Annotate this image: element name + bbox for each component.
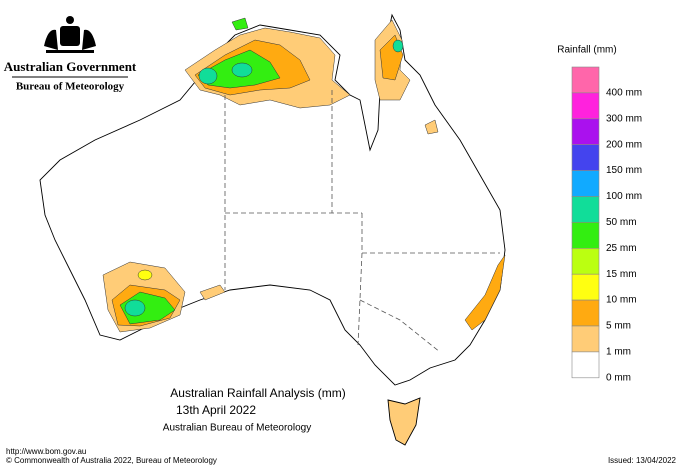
legend-swatch	[571, 170, 600, 197]
legend-swatch	[571, 248, 600, 275]
legend-swatch	[571, 118, 600, 146]
state-borders	[224, 90, 500, 353]
copyright: © Commonwealth of Australia 2022, Bureau…	[6, 456, 217, 465]
legend-swatch	[571, 222, 600, 249]
legend-swatch	[571, 325, 600, 353]
legend-label: 25 mm	[606, 243, 637, 254]
legend-swatch	[571, 144, 600, 171]
issued: Issued: 13/04/2022	[608, 456, 677, 465]
legend-label: 100 mm	[606, 191, 642, 202]
legend-label: 1 mm	[606, 347, 631, 358]
legend-title: Rainfall (mm)	[557, 45, 616, 56]
title: Australian Rainfall Analysis (mm)	[170, 386, 345, 400]
legend-label: 300 mm	[606, 113, 642, 124]
legend-label: 0 mm	[606, 372, 631, 383]
agency-name: Bureau of Meteorology	[16, 81, 125, 93]
legend-label: 5 mm	[606, 321, 631, 332]
legend-swatch	[571, 196, 600, 223]
rainfall-patches	[102, 17, 506, 333]
tasmania	[387, 397, 421, 446]
legend-label: 50 mm	[606, 217, 637, 228]
government-name: Australian Government	[4, 59, 137, 74]
legend-label: 10 mm	[606, 295, 637, 306]
legend-swatch	[571, 66, 600, 94]
legend-swatch	[571, 273, 600, 301]
legend-label: 150 mm	[606, 165, 642, 176]
legend-swatch	[571, 351, 600, 379]
coat-of-arms	[44, 16, 96, 53]
legend-label: 15 mm	[606, 269, 637, 280]
source: Australian Bureau of Meteorology	[163, 423, 311, 434]
url: http://www.bom.gov.au	[6, 447, 86, 456]
legend-label: 200 mm	[606, 139, 642, 150]
legend-label: 400 mm	[606, 88, 642, 99]
legend-swatch	[571, 92, 600, 120]
legend-swatch	[571, 299, 600, 327]
date: 13th April 2022	[176, 403, 256, 417]
legend: 400 mm 300 mm 200 mm 150 mm 100 mm 50 mm 25 mm…	[571, 66, 642, 383]
